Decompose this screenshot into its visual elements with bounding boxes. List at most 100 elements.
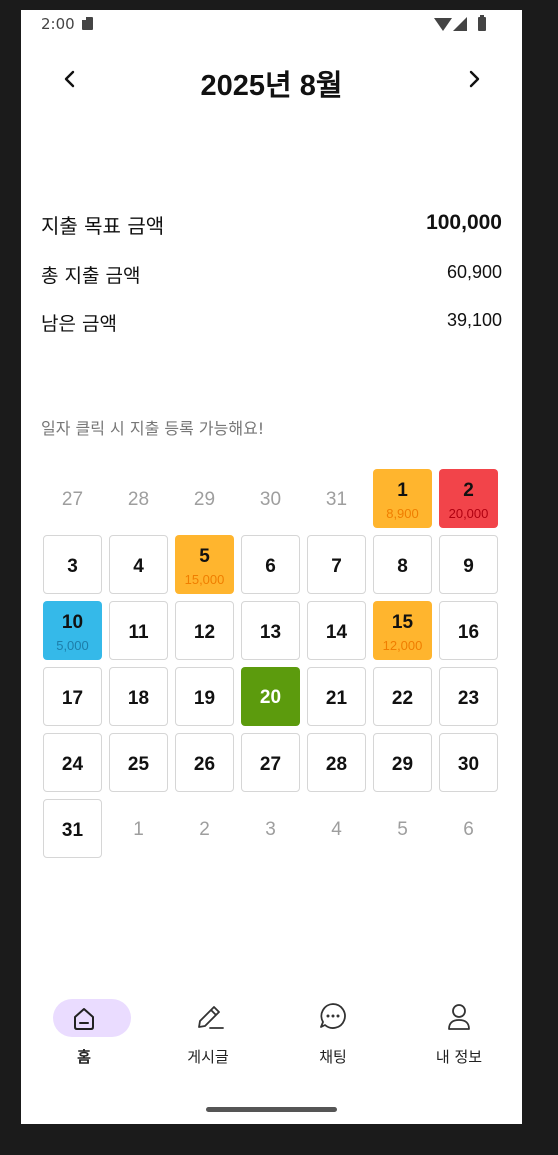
calendar-day[interactable]: 5 15,000	[175, 535, 234, 594]
calendar-day-number: 17	[61, 688, 84, 709]
calendar-day[interactable]: 14	[307, 601, 366, 660]
home-icon	[74, 1008, 94, 1030]
calendar-day[interactable]: 18	[109, 667, 168, 726]
calendar-day[interactable]: 25	[109, 733, 168, 792]
calendar-day-outside: 4	[307, 799, 366, 858]
calendar-day-outside: 2	[175, 799, 234, 858]
calendar-day[interactable]: 6	[241, 535, 300, 594]
month-title: 2025년 8월	[200, 70, 343, 102]
signal-icon	[453, 17, 467, 31]
calendar-day-number: 9	[463, 556, 474, 577]
calendar-day-number: 30	[259, 489, 282, 510]
calendar-day-outside: 6	[439, 799, 498, 858]
calendar-day[interactable]: 15 12,000	[373, 601, 432, 660]
person-icon	[448, 1004, 470, 1030]
calendar-day-number: 8	[397, 556, 408, 577]
calendar-day-number: 19	[193, 688, 216, 709]
calendar-day-number: 20	[259, 687, 282, 708]
status-bar: 2:00	[21, 10, 522, 38]
calendar-day[interactable]: 22	[373, 667, 432, 726]
calendar-day-number: 25	[127, 754, 150, 775]
calendar-day-number: 1	[397, 480, 408, 501]
remaining-amount-label: 남은 금액	[41, 313, 117, 335]
goal-amount-value: 100,000	[426, 211, 502, 234]
calendar-day[interactable]: 3	[43, 535, 102, 594]
calendar-day[interactable]: 23	[439, 667, 498, 726]
calendar-day[interactable]: 12	[175, 601, 234, 660]
nav-home-label: 홈	[77, 1048, 91, 1066]
calendar-day-number: 24	[61, 754, 84, 775]
calendar-day-number: 29	[391, 754, 414, 775]
gesture-bar[interactable]	[206, 1107, 337, 1112]
calendar-day[interactable]: 26	[175, 733, 234, 792]
calendar-day[interactable]: 31	[43, 799, 102, 858]
calendar-day[interactable]: 21	[307, 667, 366, 726]
calendar-day-amount: 8,900	[386, 506, 419, 521]
calendar-day[interactable]: 24	[43, 733, 102, 792]
calendar-day-outside: 1	[109, 799, 168, 858]
calendar-day[interactable]: 11	[109, 601, 168, 660]
sd-card-icon	[81, 16, 93, 30]
nav-home[interactable]: 홈	[29, 995, 139, 1070]
calendar-day-outside: 5	[373, 799, 432, 858]
calendar-day[interactable]: 20	[241, 667, 300, 726]
prev-month-button[interactable]	[59, 68, 81, 90]
calendar-day[interactable]: 19	[175, 667, 234, 726]
calendar-day-amount: 12,000	[382, 638, 423, 653]
status-time: 2:00	[41, 15, 75, 33]
nav-board-label: 게시글	[187, 1048, 229, 1066]
calendar-day-number: 22	[391, 688, 414, 709]
calendar-day-number: 4	[133, 556, 144, 577]
next-month-button[interactable]	[463, 68, 485, 90]
calendar-day[interactable]: 8	[373, 535, 432, 594]
calendar-day-number: 23	[457, 688, 480, 709]
calendar-day-number: 16	[457, 622, 480, 643]
nav-chat[interactable]: 채팅	[278, 995, 388, 1070]
chevron-left-icon	[64, 70, 75, 88]
calendar-day-outside: 27	[43, 469, 102, 528]
calendar-day-amount: 5,000	[56, 638, 89, 653]
calendar-day-amount: 20,000	[448, 506, 489, 521]
calendar-day-number: 26	[193, 754, 216, 775]
calendar-day-number: 5	[397, 819, 408, 840]
calendar-day[interactable]: 30	[439, 733, 498, 792]
wifi-icon	[434, 18, 452, 31]
nav-profile[interactable]: 내 정보	[404, 995, 514, 1070]
calendar-day-outside: 29	[175, 469, 234, 528]
app-screen: 2:00 2025년 8월 지출 목표 금액 100,000 총 지출 금액 6…	[21, 10, 522, 1124]
calendar-day-number: 31	[61, 820, 84, 841]
goal-amount-label: 지출 목표 금액	[41, 214, 165, 238]
calendar-day-number: 10	[61, 612, 84, 633]
calendar-day-number: 28	[127, 489, 150, 510]
calendar-day[interactable]: 2 20,000	[439, 469, 498, 528]
calendar-day-number: 4	[331, 819, 342, 840]
battery-icon	[478, 15, 486, 31]
calendar-day[interactable]: 28	[307, 733, 366, 792]
calendar-day[interactable]: 1 8,900	[373, 469, 432, 528]
calendar-day[interactable]: 16	[439, 601, 498, 660]
calendar-day-number: 6	[463, 819, 474, 840]
calendar-day[interactable]: 17	[43, 667, 102, 726]
calendar-day[interactable]: 27	[241, 733, 300, 792]
calendar-day-number: 7	[331, 556, 342, 577]
calendar-day-number: 30	[457, 754, 480, 775]
calendar-day-number: 28	[325, 754, 348, 775]
total-spent-label: 총 지출 금액	[41, 265, 141, 287]
nav-profile-label: 내 정보	[435, 1048, 483, 1066]
nav-board[interactable]: 게시글	[153, 995, 263, 1070]
calendar-day-number: 27	[61, 489, 84, 510]
calendar-day[interactable]: 10 5,000	[43, 601, 102, 660]
calendar-day[interactable]: 4	[109, 535, 168, 594]
calendar-day[interactable]: 9	[439, 535, 498, 594]
calendar-day[interactable]: 7	[307, 535, 366, 594]
calendar-day-number: 11	[128, 622, 149, 643]
calendar-day-number: 12	[193, 622, 216, 643]
calendar-day-number: 2	[199, 819, 210, 840]
calendar-day-number: 5	[199, 546, 210, 567]
calendar-day-outside: 31	[307, 469, 366, 528]
calendar-day-number: 29	[193, 489, 216, 510]
remaining-amount-value: 39,100	[446, 310, 502, 330]
calendar-day[interactable]: 29	[373, 733, 432, 792]
calendar-day-outside: 28	[109, 469, 168, 528]
calendar-day[interactable]: 13	[241, 601, 300, 660]
